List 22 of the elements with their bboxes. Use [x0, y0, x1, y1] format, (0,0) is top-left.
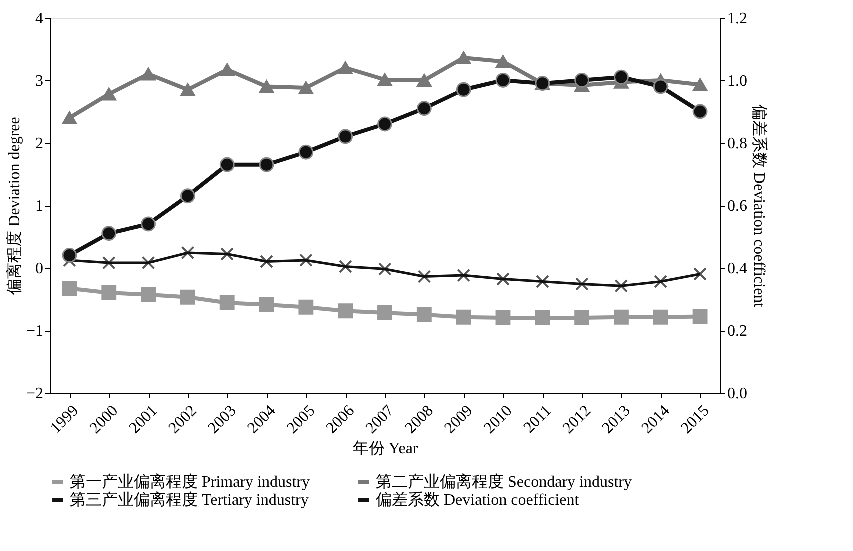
y-tick-label: 2	[36, 136, 44, 152]
y-tick-label: 3	[36, 73, 44, 90]
y2-tick-label: 0.4	[728, 260, 748, 278]
legend-label: 偏差系数 Deviation coefficient	[376, 491, 580, 509]
legend-label: 第二产业偏离程度 Secondary industry	[376, 473, 632, 491]
y-axis-title: 偏离程度 Deviation degree	[5, 117, 24, 295]
y2-tick-label: 0.2	[728, 323, 748, 340]
x-axis-title: 年份 Year	[352, 440, 419, 458]
y-tick-label: −1	[26, 323, 44, 340]
y2-tick-label: 0.0	[728, 386, 748, 402]
y-tick-label: −2	[26, 386, 44, 402]
y2-tick-label: 1.2	[728, 10, 748, 28]
legend-label: 第一产业偏离程度 Primary industry	[70, 473, 310, 491]
y2-tick-label: 0.6	[728, 198, 748, 215]
y-tick-label: 0	[36, 260, 44, 278]
legend-label: 第三产业偏离程度 Tertiary industry	[70, 491, 309, 509]
y2-axis-title: 偏差系数 Deviation coefficient	[750, 104, 768, 308]
y2-tick-label: 0.8	[728, 136, 748, 152]
y2-tick-label: 1.0	[728, 73, 748, 90]
y-tick-label: 1	[36, 198, 44, 215]
y-tick-label: 4	[36, 10, 44, 28]
x-tick-label: 2011	[520, 402, 556, 437]
